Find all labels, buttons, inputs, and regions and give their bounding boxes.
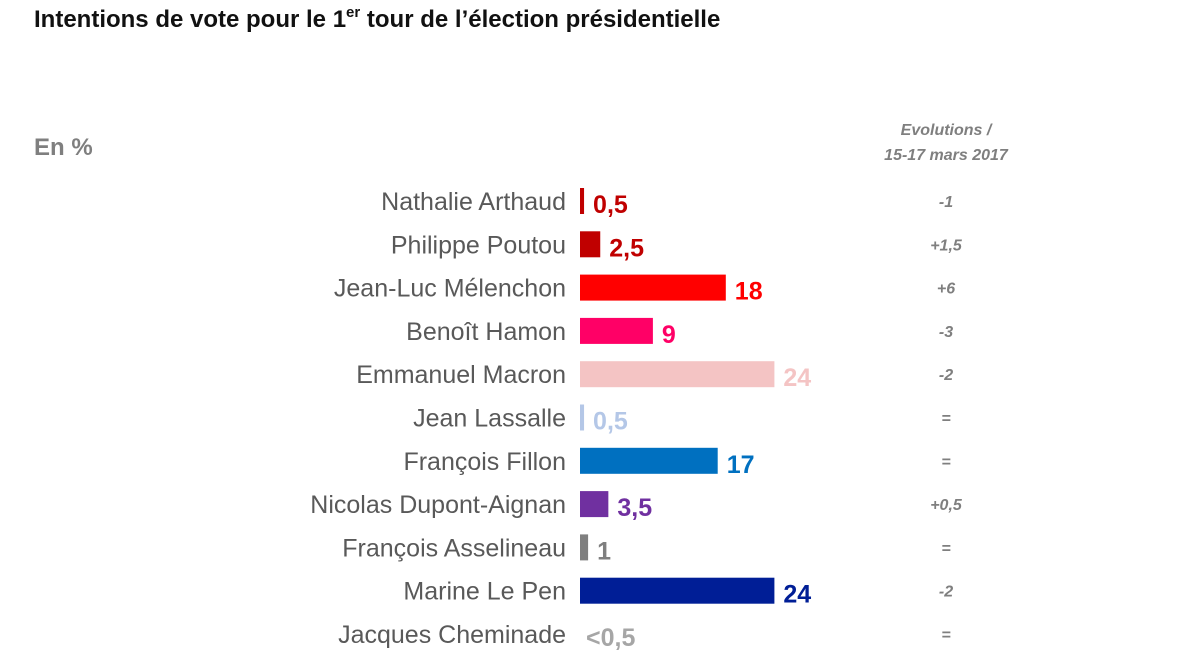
evolution-header-line1: Evolutions / <box>900 122 992 139</box>
unit-label: En % <box>34 134 93 161</box>
value-label: <0,5 <box>586 624 635 652</box>
value-label: 0,5 <box>593 408 628 436</box>
value-label: 18 <box>735 278 763 306</box>
value-label: 17 <box>727 451 755 479</box>
value-label: 3,5 <box>617 494 652 522</box>
evolution-label: -3 <box>939 324 953 341</box>
value-label: 24 <box>783 581 811 609</box>
bar <box>580 274 726 301</box>
chart-title: Intentions de vote pour le 1er tour de l… <box>34 4 721 34</box>
evolution-label: = <box>941 627 950 644</box>
bar <box>580 361 775 388</box>
candidate-label: Jean-Luc Mélenchon <box>334 275 566 303</box>
candidate-label: Jacques Cheminade <box>338 621 566 649</box>
candidate-label: Emmanuel Macron <box>356 361 566 389</box>
evolution-label: = <box>941 454 950 471</box>
bar <box>580 534 589 561</box>
chart-title-superscript: er <box>346 4 361 21</box>
candidate-label: François Asselineau <box>342 534 566 562</box>
bar <box>580 447 718 474</box>
value-label: 0,5 <box>593 191 628 219</box>
candidate-label: Jean Lassalle <box>413 405 566 433</box>
value-label: 1 <box>597 537 611 565</box>
evolution-header-line2: 15-17 mars 2017 <box>884 147 1008 164</box>
evolution-label: -2 <box>939 367 953 384</box>
bar <box>580 317 653 344</box>
evolution-label: +0,5 <box>930 497 963 514</box>
bar <box>580 577 775 604</box>
candidate-label: François Fillon <box>403 448 566 476</box>
chart-title-prefix: Intentions de vote pour le 1 <box>34 6 347 33</box>
candidate-label: Nicolas Dupont-Aignan <box>310 491 566 519</box>
evolution-label: -2 <box>939 584 953 601</box>
bar <box>580 188 585 214</box>
evolution-label: +6 <box>937 281 955 298</box>
candidate-label: Nathalie Arthaud <box>381 188 566 216</box>
candidate-label: Philippe Poutou <box>391 231 566 259</box>
evolution-label: +1,5 <box>930 237 963 254</box>
value-label: 24 <box>783 364 811 392</box>
chart-title-suffix: tour de l’élection présidentielle <box>360 6 721 33</box>
value-label: 9 <box>662 321 676 349</box>
candidate-label: Marine Le Pen <box>403 578 566 606</box>
candidate-label: Benoît Hamon <box>406 318 566 346</box>
evolution-label: = <box>941 411 950 428</box>
bar <box>580 231 601 258</box>
bar <box>580 404 585 431</box>
evolution-label: = <box>941 540 950 557</box>
bar <box>580 491 609 518</box>
evolution-label: -1 <box>939 194 953 211</box>
value-label: 2,5 <box>609 234 644 262</box>
evolution-header: Evolutions / 15-17 mars 2017 <box>846 118 1046 168</box>
